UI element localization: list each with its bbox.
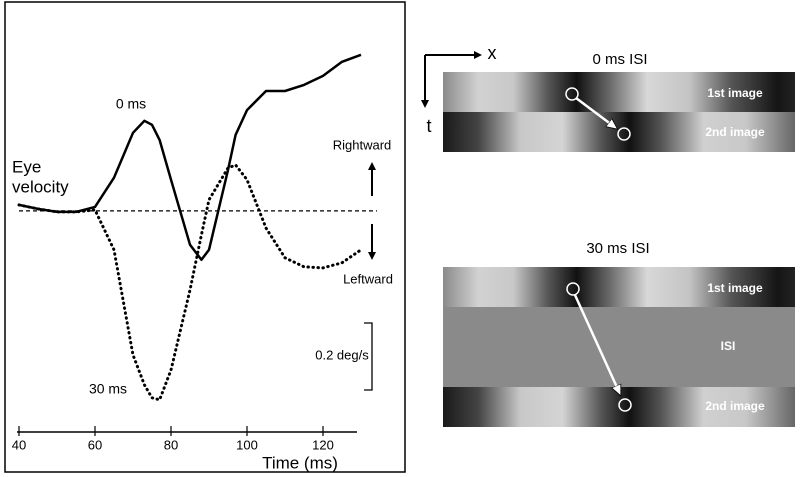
- marker-circle: [617, 127, 631, 141]
- x-tick-label: 120: [312, 437, 334, 452]
- isi-blank: [443, 307, 795, 387]
- diagram: x t 0 ms ISI 1st image 2nd image 30 ms I…: [421, 43, 795, 427]
- x-tick-label: 40: [12, 437, 26, 452]
- row-label: ISI: [721, 339, 736, 353]
- axis-label: t: [426, 116, 431, 136]
- motion-arrow: [575, 97, 616, 128]
- y-label-line: velocity: [12, 177, 69, 196]
- scale-bar: [364, 322, 373, 391]
- x-tick-label: 60: [88, 437, 102, 452]
- panel-title: 0 ms ISI: [592, 51, 647, 68]
- row-label: 1st image: [707, 86, 763, 100]
- series-line: [18, 53, 362, 262]
- marker-circle: [565, 87, 579, 101]
- series-line: [17, 163, 363, 402]
- direction-label: Leftward: [343, 271, 393, 286]
- grating: [443, 267, 795, 307]
- motion-arrow: [573, 294, 620, 394]
- chart-frame: [4, 1, 406, 473]
- marker-circle: [618, 398, 632, 412]
- scale-bar-label: 0.2 deg/s: [315, 347, 369, 362]
- direction-label: Rightward: [333, 137, 392, 152]
- row-label: 2nd image: [705, 125, 765, 139]
- y-label-line: Eye: [12, 157, 41, 176]
- panel-title: 30 ms ISI: [586, 240, 649, 257]
- series-label: 30 ms: [89, 381, 127, 397]
- x-tick-label: 100: [236, 437, 258, 452]
- x-tick-label: 80: [164, 437, 178, 452]
- grating: [443, 72, 795, 112]
- series-label: 0 ms: [116, 96, 146, 112]
- marker-circle: [566, 282, 580, 296]
- chart: Eye velocity Time (ms) Rightward Leftwar…: [4, 1, 406, 473]
- x-label: Time (ms): [262, 453, 338, 472]
- row-label: 2nd image: [705, 399, 765, 413]
- row-label: 1st image: [707, 281, 763, 295]
- axis-label: x: [488, 43, 497, 63]
